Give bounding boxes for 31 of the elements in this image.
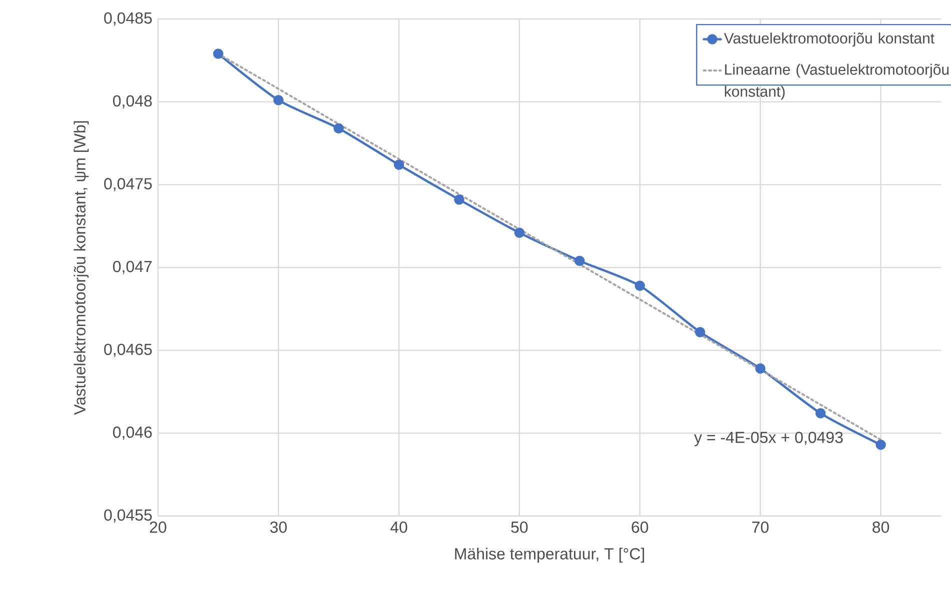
point [815,408,826,418]
x-tick-label: 50 [511,522,528,533]
point [634,280,645,291]
x-tick-label: 70 [752,522,769,533]
point [514,228,525,238]
point [454,194,464,205]
legend-label: Vastuelektromotoorjõu konstant [724,32,934,47]
annotation: y = -4E-05x + 0,0493 [694,432,843,446]
point [574,256,585,266]
point [273,95,284,106]
point [694,326,706,338]
x-tick-label: 40 [390,522,408,533]
x-tick-label: 30 [270,522,287,533]
y-tick-label: 0,0485 [104,12,152,26]
y-tick-label: 0,048 [113,95,152,108]
x-tick-label: 60 [632,522,648,533]
point [394,160,404,170]
y-tick-label: 0,0465 [104,344,152,357]
point [876,440,886,450]
point [755,363,766,374]
y-tick-label: 0,0455 [104,509,152,523]
y-tick-label: 0,046 [113,426,152,440]
y-tick-label: 0,0475 [104,178,152,192]
point [213,48,224,59]
y-tick-label: 0,047 [113,260,152,274]
x-tick-label: 80 [872,522,890,533]
x-tick-label: 20 [150,522,166,533]
point [334,123,344,134]
y-axis-title: Vastuelektromotoorjõu konstant, ψm [Wb] [74,121,89,415]
x-axis-title: Mähise temperatuur, T [°C] [455,548,644,563]
legend-label: Lineaarne (Vastuelektromotoorjõu konstant) [724,64,949,100]
